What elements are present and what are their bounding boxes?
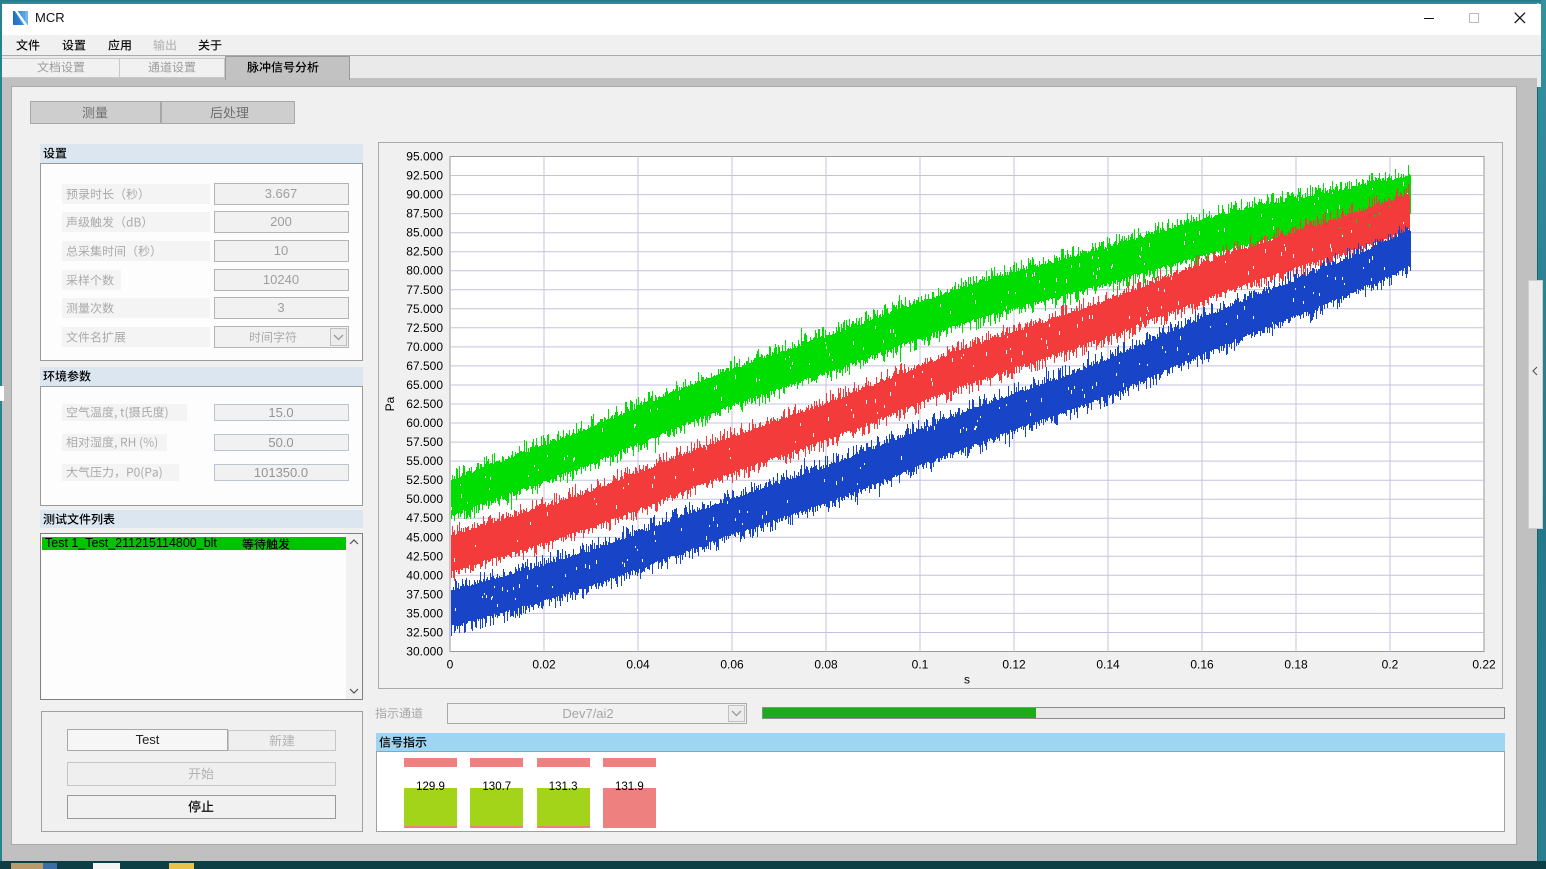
svg-text:52.500: 52.500 [406,473,443,487]
svg-text:42.500: 42.500 [406,549,443,563]
svg-text:45.000: 45.000 [406,530,443,544]
svg-text:0.16: 0.16 [1190,658,1214,672]
svg-text:37.500: 37.500 [406,587,443,601]
svg-text:75.000: 75.000 [406,302,443,316]
svg-text:0.12: 0.12 [1002,658,1026,672]
svg-text:Pa: Pa [383,396,397,411]
svg-text:32.500: 32.500 [406,626,443,640]
svg-text:0.08: 0.08 [814,658,838,672]
svg-text:80.000: 80.000 [406,264,443,278]
svg-text:30.000: 30.000 [406,645,443,659]
svg-text:0.1: 0.1 [912,658,929,672]
svg-text:0: 0 [447,658,454,672]
svg-text:87.500: 87.500 [406,207,443,221]
svg-text:77.500: 77.500 [406,283,443,297]
svg-text:50.000: 50.000 [406,492,443,506]
svg-text:0.04: 0.04 [626,658,650,672]
svg-text:s: s [964,673,970,687]
svg-text:72.500: 72.500 [406,321,443,335]
svg-text:40.000: 40.000 [406,568,443,582]
svg-text:0.2: 0.2 [1382,658,1399,672]
svg-text:0.18: 0.18 [1284,658,1308,672]
svg-text:0.14: 0.14 [1096,658,1120,672]
svg-text:82.500: 82.500 [406,245,443,259]
svg-text:85.000: 85.000 [406,226,443,240]
svg-text:95.000: 95.000 [406,150,443,164]
svg-text:55.000: 55.000 [406,454,443,468]
svg-text:65.000: 65.000 [406,378,443,392]
svg-text:47.500: 47.500 [406,511,443,525]
svg-text:67.500: 67.500 [406,359,443,373]
svg-text:35.000: 35.000 [406,606,443,620]
svg-text:57.500: 57.500 [406,435,443,449]
svg-text:70.000: 70.000 [406,340,443,354]
svg-text:0.06: 0.06 [720,658,744,672]
svg-text:0.22: 0.22 [1472,658,1496,672]
svg-text:92.500: 92.500 [406,169,443,183]
svg-text:90.000: 90.000 [406,188,443,202]
svg-text:0.02: 0.02 [532,658,556,672]
svg-text:62.500: 62.500 [406,397,443,411]
svg-text:60.000: 60.000 [406,416,443,430]
